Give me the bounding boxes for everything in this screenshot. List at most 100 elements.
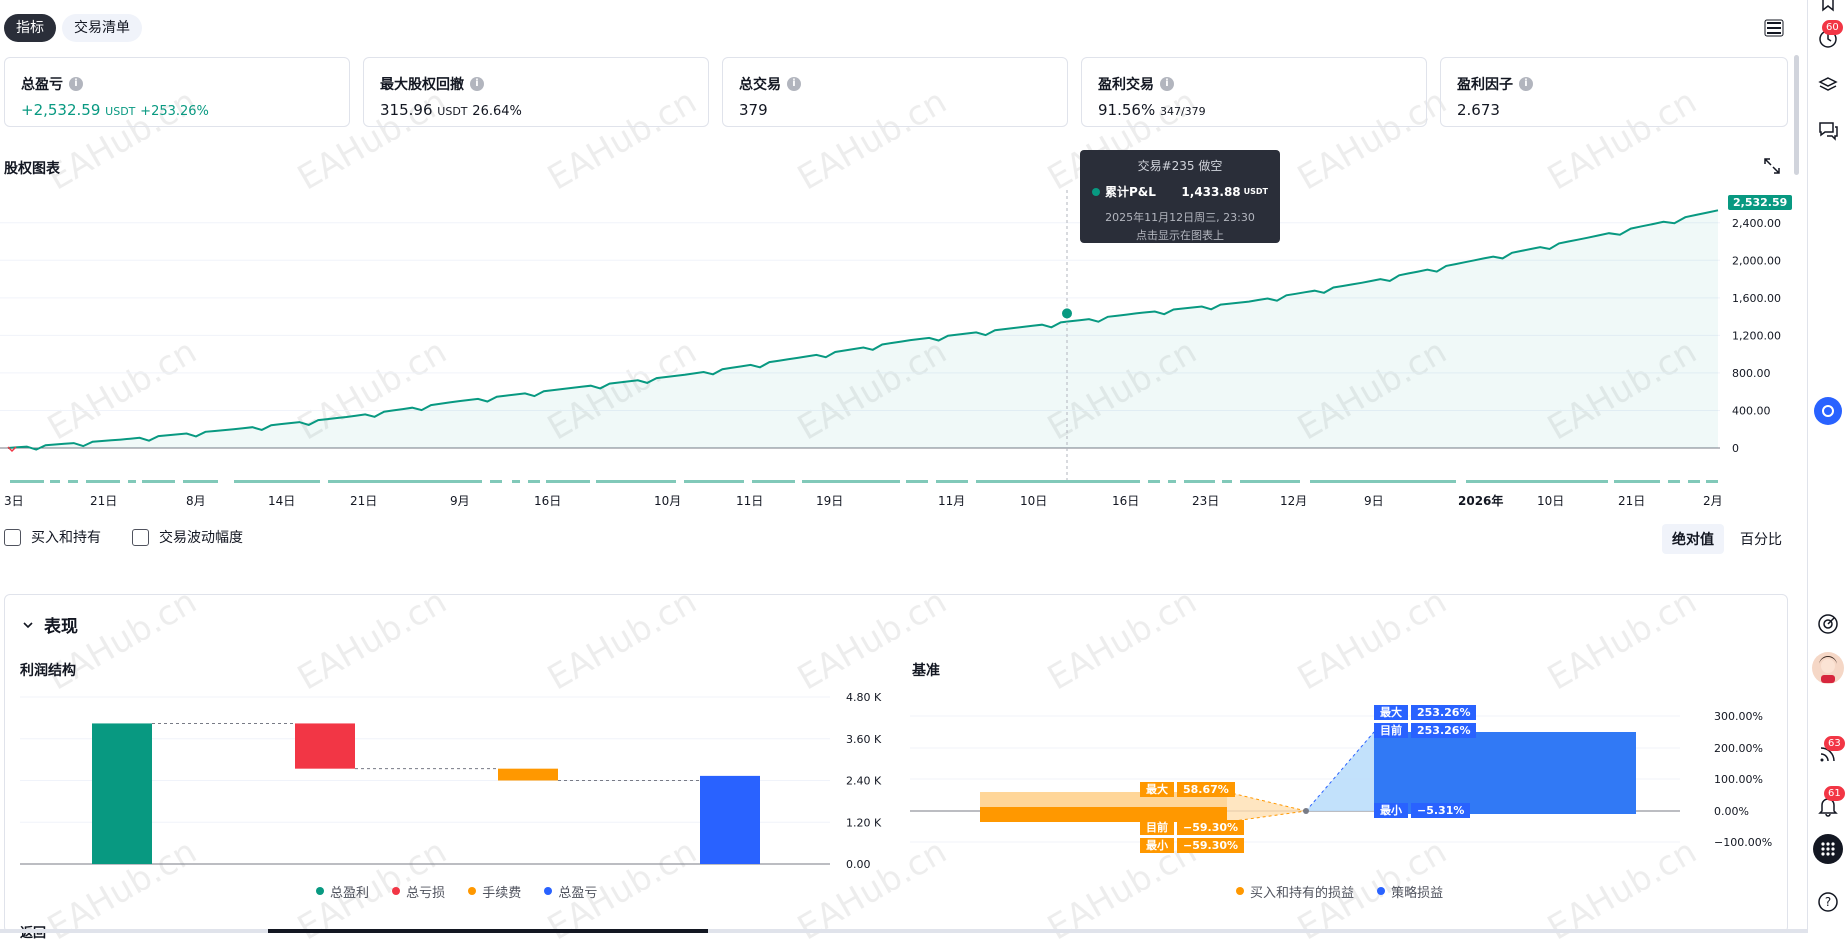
bh-min-key: 最小 [1140, 838, 1174, 853]
bh-max-key: 最大 [1140, 782, 1174, 797]
y-tick-label: 0.00 [846, 858, 871, 871]
y-tick-label: 200.00% [1714, 742, 1763, 755]
svg-text:?: ? [1825, 895, 1831, 909]
target-icon[interactable] [1816, 612, 1840, 636]
checkbox-label: 买入和持有 [31, 530, 101, 546]
st-min-value: −5.31% [1411, 803, 1471, 818]
profit-legend: 总盈利 总亏损 手续费 总盈亏 [316, 880, 615, 901]
scrollbar-thumb[interactable] [268, 929, 708, 933]
st-current-value: 253.26% [1411, 723, 1477, 738]
equity-line [7, 209, 1719, 451]
x-tick-label: 9月 [450, 494, 470, 508]
fullscreen-icon[interactable] [1762, 156, 1782, 180]
tooltip-value: 1,433.88 [1181, 184, 1241, 199]
st-current-key: 目前 [1374, 723, 1408, 738]
apps-grid-icon[interactable] [1813, 834, 1843, 864]
toggle-percent[interactable]: 百分比 [1740, 532, 1782, 548]
legend-item: 策略损益 [1377, 882, 1443, 901]
card-win-trades: 盈利交易 i 91.56% 347/379 [1081, 57, 1427, 127]
x-tick-label: 14日 [268, 494, 296, 508]
y-tick-label: 300.00% [1714, 710, 1763, 723]
buy-hold-checkbox[interactable]: 买入和持有 [4, 527, 101, 547]
st-max-value: 253.26% [1411, 705, 1477, 720]
bookmark-icon[interactable] [1816, 0, 1840, 14]
last-value-label: 2,532.59 [1728, 195, 1793, 210]
y-tick-label: 0.00% [1714, 805, 1749, 818]
card-extra: +253.26% [140, 104, 209, 119]
y-tick-label: 1,200.00 [1732, 329, 1781, 342]
notification-badge: 63 [1824, 736, 1845, 751]
profit-structure-title: 利润结构 [20, 663, 76, 679]
x-tick-label: 12月 [1280, 494, 1308, 508]
x-tick-label: 23日 [1192, 494, 1220, 508]
card-max-drawdown: 最大股权回撤 i 315.96 USDT 26.64% [363, 57, 709, 127]
tab-metrics[interactable]: 指标 [4, 14, 56, 42]
strategy-fan [1306, 732, 1374, 811]
info-icon[interactable]: i [787, 77, 801, 91]
bh-current-key: 目前 [1140, 820, 1174, 835]
chat-icon[interactable] [1816, 118, 1840, 142]
checkbox-icon[interactable] [4, 528, 21, 546]
card-total-pnl: 总盈亏 i +2,532.59 USDT +253.26% [4, 57, 350, 127]
legend-item: 总盈亏 [544, 882, 597, 901]
avatar[interactable] [1812, 652, 1844, 684]
x-tick-label: 10日 [1537, 494, 1565, 508]
tab-trade-list[interactable]: 交易清单 [62, 14, 142, 42]
equity-chart[interactable]: 2,400.00 2,000.00 1,600.00 1,200.00 800.00 40… [0, 170, 1848, 490]
card-value: +2,532.59 [21, 101, 101, 119]
performance-header[interactable]: 表现 [22, 612, 78, 637]
tooltip-date: 2025年11月12日周三, 23:30 [1105, 211, 1255, 224]
x-tick-label: 21日 [90, 494, 118, 508]
card-value: 2.673 [1457, 101, 1500, 119]
right-toolbar: 60 63 61 ? [1807, 0, 1848, 933]
card-title: 总交易 [739, 77, 781, 93]
tooltip-title: 交易#235 做空 [1137, 159, 1223, 173]
toggle-absolute[interactable]: 绝对值 [1662, 524, 1724, 554]
buy-hold-current-bar [980, 807, 1227, 822]
waterfall-bar [295, 723, 355, 769]
x-tick-label: 16日 [534, 494, 562, 508]
y-tick-label: 800.00 [1732, 367, 1771, 380]
info-icon[interactable]: i [1519, 77, 1533, 91]
strategy-bar [1374, 732, 1636, 811]
waterfall-bar [700, 775, 760, 864]
help-icon[interactable]: ? [1816, 890, 1840, 914]
waterfall-bar [498, 768, 558, 781]
waterfall-bar [92, 723, 152, 864]
x-tick-label: 3日 [4, 494, 24, 508]
y-tick-label: 3.60 K [846, 733, 882, 746]
x-tick-label: 19日 [816, 494, 844, 508]
layout-menu-icon[interactable] [1764, 18, 1784, 42]
equity-tooltip: 交易#235 做空 累计P&L 1,433.88 USDT 2025年11月12… [1080, 150, 1280, 243]
trade-range-checkbox[interactable]: 交易波动幅度 [132, 527, 243, 547]
x-tick-label: 21日 [1618, 494, 1646, 508]
checkbox-icon[interactable] [132, 528, 149, 546]
legend-item: 总盈利 [316, 882, 369, 901]
x-tick-label: 9日 [1364, 494, 1384, 508]
x-tick-label: 11月 [938, 494, 966, 508]
card-title: 盈利因子 [1457, 77, 1513, 93]
card-title: 最大股权回撤 [380, 77, 464, 93]
info-icon[interactable]: i [69, 77, 83, 91]
rss-icon[interactable] [1816, 742, 1840, 766]
assistant-icon[interactable] [1814, 397, 1842, 425]
st-min-key: 最小 [1374, 803, 1408, 818]
x-tick-label: 11日 [736, 494, 764, 508]
card-unit: USDT [105, 105, 136, 118]
y-tick-label: 0 [1732, 442, 1739, 455]
x-tick-label: 2026年 [1458, 494, 1504, 508]
y-tick-label: 100.00% [1714, 773, 1763, 786]
info-icon[interactable]: i [1160, 77, 1174, 91]
card-total-trades: 总交易 i 379 [722, 57, 1068, 127]
vertical-scrollbar[interactable] [1794, 55, 1799, 175]
layers-icon[interactable] [1816, 74, 1840, 98]
y-tick-label: 1,600.00 [1732, 292, 1781, 305]
legend-item: 手续费 [468, 882, 521, 901]
horizontal-scrollbar[interactable] [0, 929, 1808, 933]
x-tick-label: 21日 [350, 494, 378, 508]
equity-area [8, 210, 1718, 450]
card-value: 379 [739, 101, 768, 119]
info-icon[interactable]: i [470, 77, 484, 91]
y-tick-label: 2,000.00 [1732, 254, 1781, 267]
alert-badge: 60 [1822, 20, 1843, 35]
